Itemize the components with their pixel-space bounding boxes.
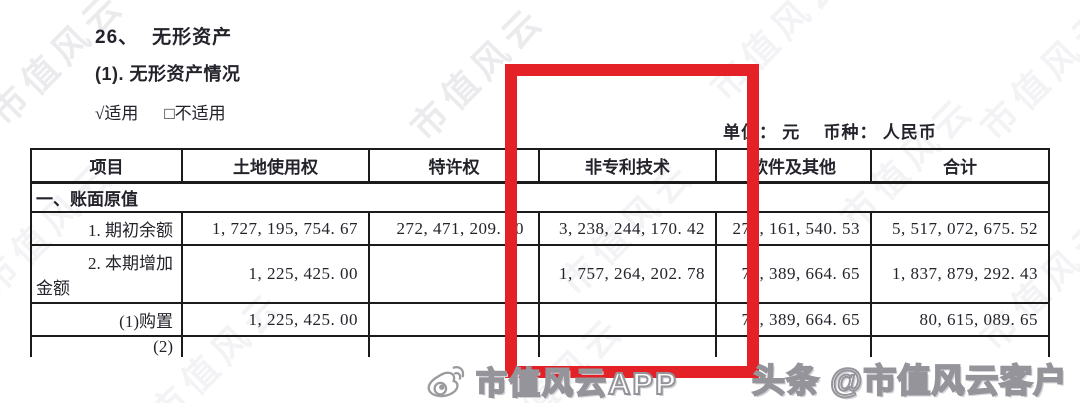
header-cell: 软件及其他 [715,148,872,184]
amount-cell [368,244,540,304]
amount-cell: 3, 238, 244, 170. 42 [538,211,717,246]
header-cell: 项目 [30,148,183,184]
source-credit: 头条 @市值风云客户端 [751,361,1068,400]
row-label: (2) [30,335,183,357]
weibo-icon [427,365,465,397]
amount-cell: 80, 615, 089. 65 [870,302,1050,337]
amount-cell: 5, 517, 072, 675. 52 [870,211,1050,246]
section-row-label: 一、账面原值 [30,181,1050,213]
amount-cell: 272, 471, 209. 90 [368,211,540,246]
amount-cell: 1, 727, 195, 754. 67 [181,211,370,246]
amount-cell: 1, 757, 264, 202. 78 [538,244,717,304]
header-cell: 非专利技术 [538,148,717,184]
header-cell: 特许权 [368,148,540,184]
amount-cell: 1, 225, 425. 00 [181,244,370,304]
not-applicable-option: □不适用 [164,104,226,123]
applicable-option: √适用 [95,104,139,123]
amount-cell [181,335,370,357]
section-number: 26、 [95,27,139,48]
amount-cell: 1, 225, 425. 00 [181,302,370,337]
amount-cell: 279, 161, 540. 53 [715,211,872,246]
watermark-text: 市值风云 [402,0,554,149]
amount-cell [538,335,717,357]
row-label-line1: 2. 本期增加 [88,254,173,273]
applicable-line: √适用 □不适用 [95,99,241,124]
intangible-assets-table: 项目 土地使用权 特许权 非专利技术 软件及其他 合计 一、账面原值 1. 期初… [30,148,1050,357]
amount-cell: 79, 389, 664. 65 [715,244,872,304]
amount-cell: 1, 837, 879, 292. 43 [870,244,1050,304]
table-row: 1. 期初余额 1, 727, 195, 754. 67 272, 471, 2… [30,211,1050,246]
amount-cell [538,302,717,337]
row-label: 2. 本期增加 金额 [30,244,183,304]
watermark-text: 市值风云 [972,0,1080,149]
amount-cell [870,335,1050,357]
table-row: (1)购置 1, 225, 425. 00 79, 389, 664. 65 8… [30,302,1050,337]
unit-note: 单位： 元 币种： 人民币 [723,123,937,142]
header-cell: 合计 [870,148,1050,184]
row-label: 1. 期初余额 [30,211,183,246]
section-heading: 26、 无形资产 [95,22,241,49]
header-cell: 土地使用权 [181,148,370,184]
table-header-row: 项目 土地使用权 特许权 非专利技术 软件及其他 合计 [30,148,1050,184]
amount-cell [368,302,540,337]
table-row: 2. 本期增加 金额 1, 225, 425. 00 1, 757, 264, … [30,244,1050,304]
row-label-line2: 金额 [36,279,70,298]
section-row: 一、账面原值 [30,181,1050,213]
amount-cell [368,335,540,357]
watermark-text: 市值风云 [702,0,854,109]
subsection-title: (1). 无形资产情况 [95,64,241,84]
section-title: 无形资产 [152,27,233,48]
title-block: 26、 无形资产 (1). 无形资产情况 √适用 □不适用 [95,22,241,124]
footer-left-brand: 市值风云APP [424,358,678,403]
app-name: 市值风云APP [475,365,678,402]
amount-cell: 79, 389, 664. 65 [715,302,872,337]
row-label: (1)购置 [30,302,183,337]
